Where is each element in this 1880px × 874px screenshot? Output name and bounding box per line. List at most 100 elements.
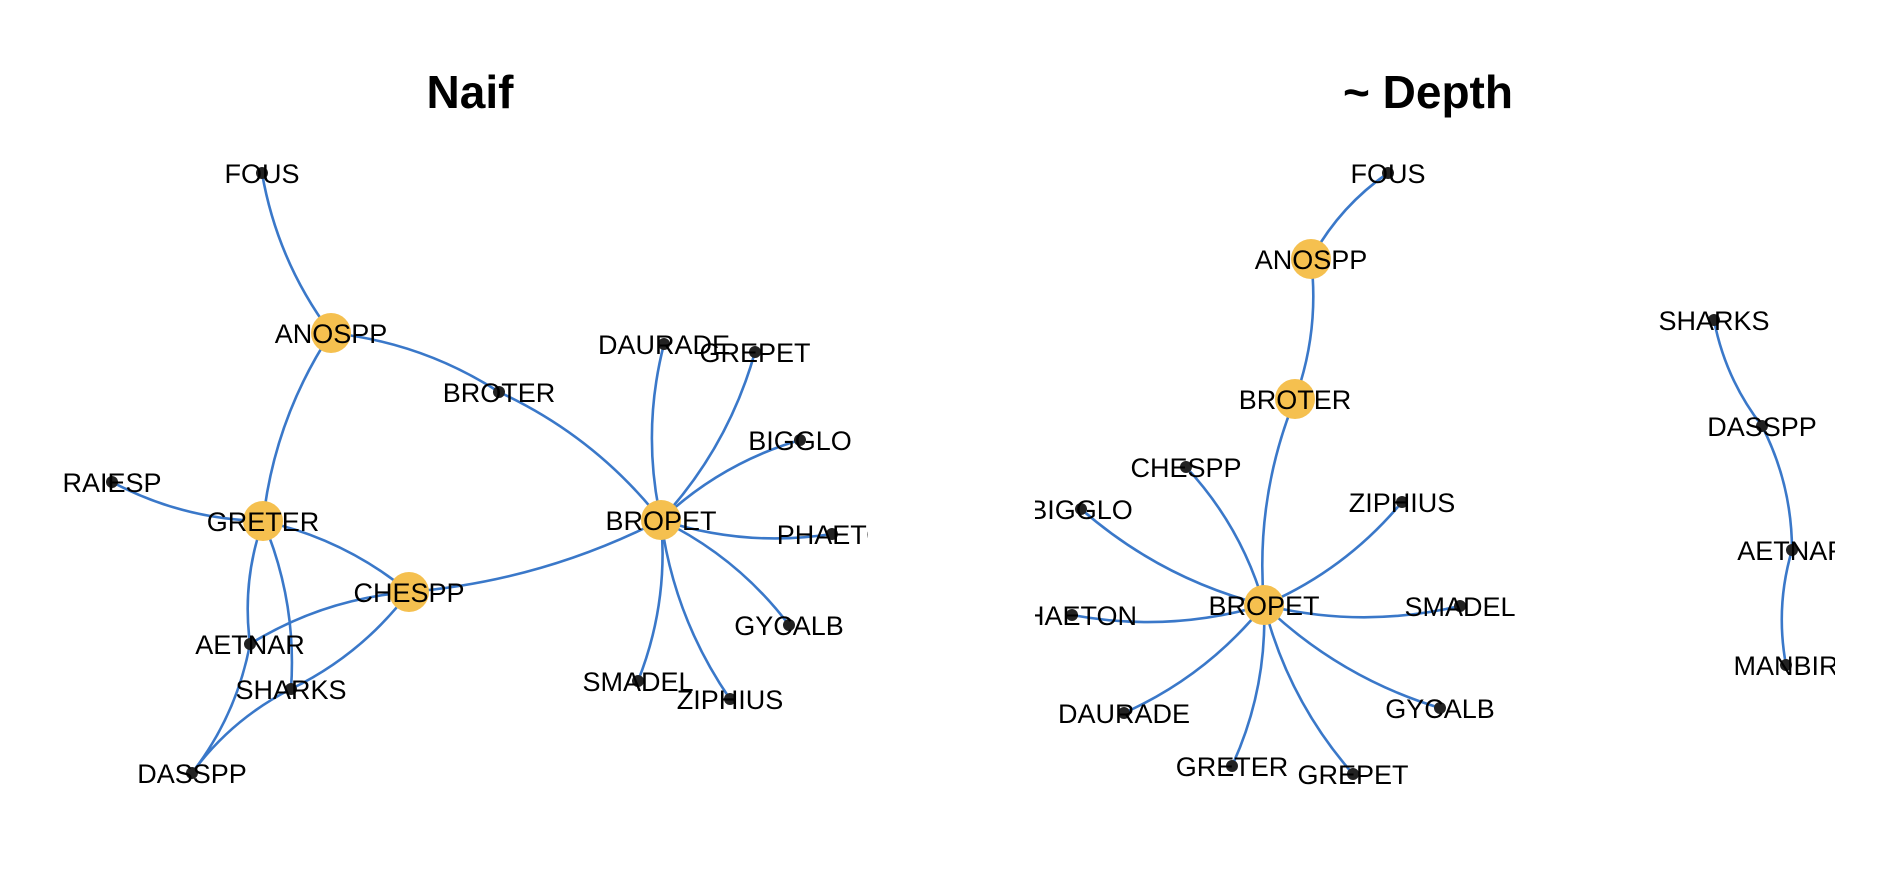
node-label-manbir: MANBIR [1733, 651, 1838, 681]
edge-smadel-bropet [1263, 603, 1461, 619]
node-label-dasspp: DASSPP [1707, 412, 1817, 442]
node-marker-sharks [285, 683, 297, 695]
node-label-anospp: ANOSPP [1255, 245, 1368, 275]
edge-anospp-broter [1293, 258, 1315, 400]
node-label-smadel: SMADEL [1404, 592, 1515, 622]
edge-fous-anospp [260, 172, 333, 334]
node-label-chespp: CHESPP [1130, 453, 1241, 483]
edge-grepet-bropet [1262, 604, 1354, 775]
node-marker-ziphius [1396, 496, 1408, 508]
node-label-bropet: BROPET [1208, 591, 1319, 621]
node-label-dasspp: DASSPP [137, 759, 247, 789]
node-marker-broter [493, 386, 505, 398]
node-label-ziphius: ZIPHIUS [1349, 488, 1456, 518]
edges-depth [1071, 171, 1794, 775]
edge-bropet-phaeto [660, 518, 833, 540]
node-label-gycalb: GYCALB [734, 611, 844, 641]
node-marker-greter [1226, 760, 1238, 772]
edge-broter-bropet [1260, 398, 1297, 606]
node-marker-anospp [1291, 239, 1331, 279]
node-marker-aetnar [244, 638, 256, 650]
node-marker-grepet [1347, 768, 1359, 780]
node-marker-smadel [632, 675, 644, 687]
node-label-aetnar: AETNAR [195, 630, 305, 660]
node-marker-phaeton [1066, 609, 1078, 621]
panel-depth: ~ Depth FOUS ANOSPP BROTER BROPET CHESPP BIGG… [1007, 66, 1847, 790]
edge-dasspp-aetnar [1760, 425, 1794, 551]
edge-anospp-broter [330, 331, 500, 394]
edge-broter-bropet [498, 390, 663, 521]
node-marker-grepet [749, 346, 761, 358]
node-marker-sharks [1708, 314, 1720, 326]
edges-naif [111, 172, 833, 774]
node-label-bigglo: BIGGLO [1029, 495, 1133, 525]
edge-phaeton-bropet [1071, 603, 1265, 624]
node-label-ziphius: ZIPHIUS [677, 685, 784, 715]
edge-chespp-bropet [408, 518, 662, 594]
node-marker-greter [243, 501, 283, 541]
node-marker-fous [256, 167, 268, 179]
edge-daurade-bropet [1123, 604, 1266, 715]
node-label-fous: FOUS [1350, 159, 1425, 189]
node-label-aetnar: AETNAR [1737, 536, 1847, 566]
panel-title-naif: Naif [427, 66, 515, 118]
edge-anospp-greter [261, 332, 333, 522]
node-label-greter: GRETER [1176, 752, 1289, 782]
node-label-daurade: DAURADE [1058, 699, 1190, 729]
node-label-grepet: GREPET [1297, 760, 1408, 790]
node-marker-daurade [658, 338, 670, 350]
node-marker-bropet [1244, 585, 1284, 625]
node-marker-bigglo [1075, 503, 1087, 515]
edge-greter-sharks [261, 520, 294, 690]
node-marker-dasspp [186, 767, 198, 779]
edge-sharks-dasspp [1712, 319, 1764, 427]
edge-aetnar-dasspp [190, 643, 252, 774]
edge-bigglo-bropet [1080, 508, 1265, 607]
edge-chespp-bropet [1185, 466, 1266, 606]
panel-naif: Naif FOUS ANOSPP BROTER RAIESP GRETER CHESPP A… [62, 66, 888, 789]
node-label-raiesp: RAIESP [62, 468, 161, 498]
node-label-grepet: GREPET [699, 338, 810, 368]
node-marker-raiesp [106, 476, 118, 488]
edge-bropet-smadel [636, 519, 664, 682]
node-marker-anospp [311, 313, 351, 353]
node-label-chespp: CHESPP [353, 578, 464, 608]
node-marker-manbir [1780, 659, 1792, 671]
nodes-naif: FOUS ANOSPP BROTER RAIESP GRETER CHESPP AETNAR… [62, 159, 888, 789]
node-label-phaeto: PHAETO [777, 520, 888, 550]
node-marker-phaeto [826, 528, 838, 540]
node-label-bigglo: BIGGLO [748, 426, 852, 456]
node-marker-daurade [1118, 707, 1130, 719]
edge-ziphius-bropet [1263, 501, 1403, 607]
node-marker-gycalb [1434, 702, 1446, 714]
node-marker-ziphius [724, 693, 736, 705]
nodes-depth: FOUS ANOSPP BROTER BROPET CHESPP BIGGLO ZIPHIU… [1007, 159, 1847, 790]
node-label-gycalb: GYCALB [1385, 694, 1495, 724]
node-label-greter: GRETER [207, 507, 320, 537]
node-label-anospp: ANOSPP [275, 319, 388, 349]
edge-chespp-aetnar [249, 590, 410, 646]
node-marker-chespp [389, 572, 429, 612]
node-marker-gycalb [783, 619, 795, 631]
edge-bropet-ziphius [659, 519, 732, 700]
node-label-broter: BROTER [1239, 385, 1352, 415]
edge-bropet-daurade [650, 343, 666, 521]
node-label-smadel: SMADEL [582, 667, 693, 697]
node-marker-bropet [641, 500, 681, 540]
node-marker-dasspp [1756, 420, 1768, 432]
node-marker-broter [1275, 379, 1315, 419]
edge-gycalb-bropet [1263, 604, 1441, 710]
edge-sharks-dasspp [190, 687, 292, 774]
node-label-phaeton: PHAETON [1007, 601, 1137, 631]
node-marker-smadel [1454, 600, 1466, 612]
panel-title-depth: ~ Depth [1343, 66, 1513, 118]
node-label-fous: FOUS [224, 159, 299, 189]
edge-bropet-grepet [660, 351, 757, 521]
node-marker-chespp [1180, 461, 1192, 473]
node-label-sharks: SHARKS [1658, 306, 1769, 336]
node-label-sharks: SHARKS [235, 675, 346, 705]
edge-greter-bropet [1230, 604, 1266, 767]
node-label-daurade: DAURADE [598, 330, 730, 360]
edge-aetnar-manbir [1780, 549, 1794, 666]
